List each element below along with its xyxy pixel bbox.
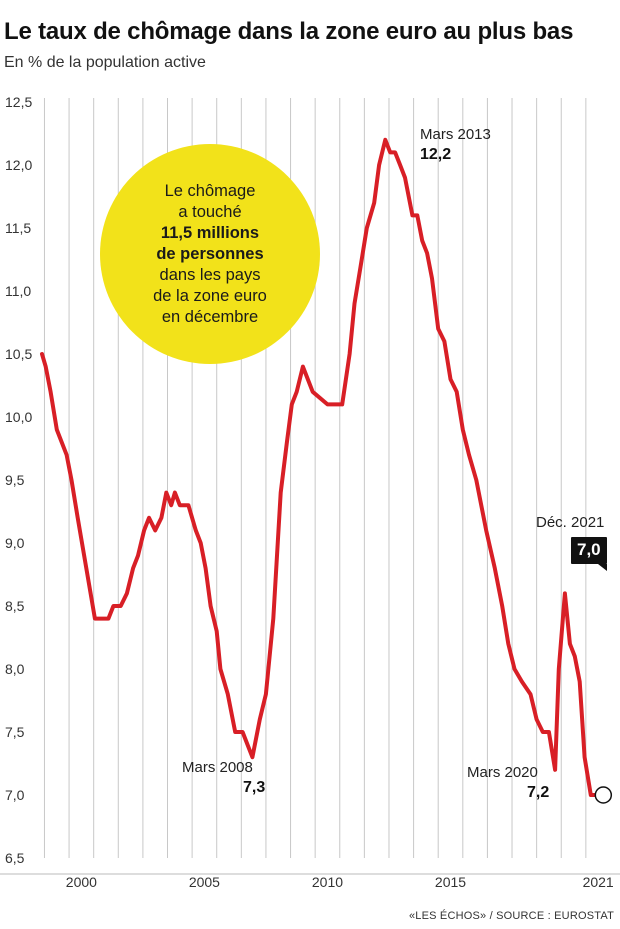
bubble-line-5: dans les pays: [159, 265, 261, 284]
y-tick-label: 11,5: [5, 220, 31, 236]
y-tick-label: 8,5: [5, 598, 25, 614]
bubble-line-3: 11,5 millions: [160, 223, 260, 242]
bubble-line-4: de personnes: [156, 244, 264, 263]
last-value-marker: [594, 786, 613, 804]
y-tick-label: 7,5: [5, 724, 25, 740]
bubble-line-6: de la zone euro: [153, 286, 267, 305]
y-tick-label: 7,0: [5, 787, 25, 803]
x-tick-label: 2000: [66, 874, 97, 890]
y-axis-ticks: 6,5 7,0 7,5 8,0 8,5 9,0 9,5 10,0 10,5 11,0 11,5 12,…: [5, 94, 32, 866]
series-layer: [40, 137, 607, 797]
annotation-mars2020-value: 7,2: [527, 784, 550, 801]
highlight-bubble: Le chômage a touché 11,5 millions de per…: [100, 144, 320, 364]
annotation-mars2020-label: Mars 2020: [467, 764, 538, 781]
y-tick-label: 9,0: [5, 535, 25, 551]
y-tick-label: 10,0: [5, 409, 32, 425]
x-tick-label: 2015: [435, 874, 466, 890]
y-tick-label: 10,5: [5, 346, 32, 362]
bubble-line-2: a touché: [178, 202, 242, 221]
bubble-line-7: en décembre: [161, 307, 259, 326]
annotation-dec2021-value-tag: 7,0: [571, 537, 607, 571]
annotation-mars2013-value: 12,2: [420, 146, 452, 163]
y-tick-label: 11,0: [5, 283, 31, 299]
y-tick-label: 12,5: [5, 94, 32, 110]
annotation-dec2021-label: Déc. 2021: [536, 514, 605, 531]
annotation-mars2013-label: Mars 2013: [420, 126, 491, 143]
source-credit: «LES ÉCHOS» / SOURCE : EUROSTAT: [408, 910, 614, 922]
y-tick-label: 8,0: [5, 661, 25, 677]
annotation-mars2008-value: 7,3: [243, 779, 266, 796]
unemployment-rate-line: [40, 137, 607, 797]
x-axis-ticks: 2000 2005 2010 2015 2021: [66, 874, 614, 890]
chart-title: Le taux de chômage dans la zone euro au …: [4, 18, 574, 45]
end-point-layer: [594, 786, 613, 804]
x-tick-label: 2005: [189, 874, 220, 890]
chart-subtitle: En % de la population active: [4, 54, 206, 71]
x-tick-label: 2021: [583, 874, 614, 890]
x-tick-label: 2010: [312, 874, 343, 890]
bubble-line-1: Le chômage: [164, 181, 256, 200]
annotation-mars2008-label: Mars 2008: [182, 759, 253, 776]
y-tick-label: 6,5: [5, 850, 25, 866]
y-tick-label: 12,0: [5, 157, 32, 173]
y-tick-label: 9,5: [5, 472, 25, 488]
